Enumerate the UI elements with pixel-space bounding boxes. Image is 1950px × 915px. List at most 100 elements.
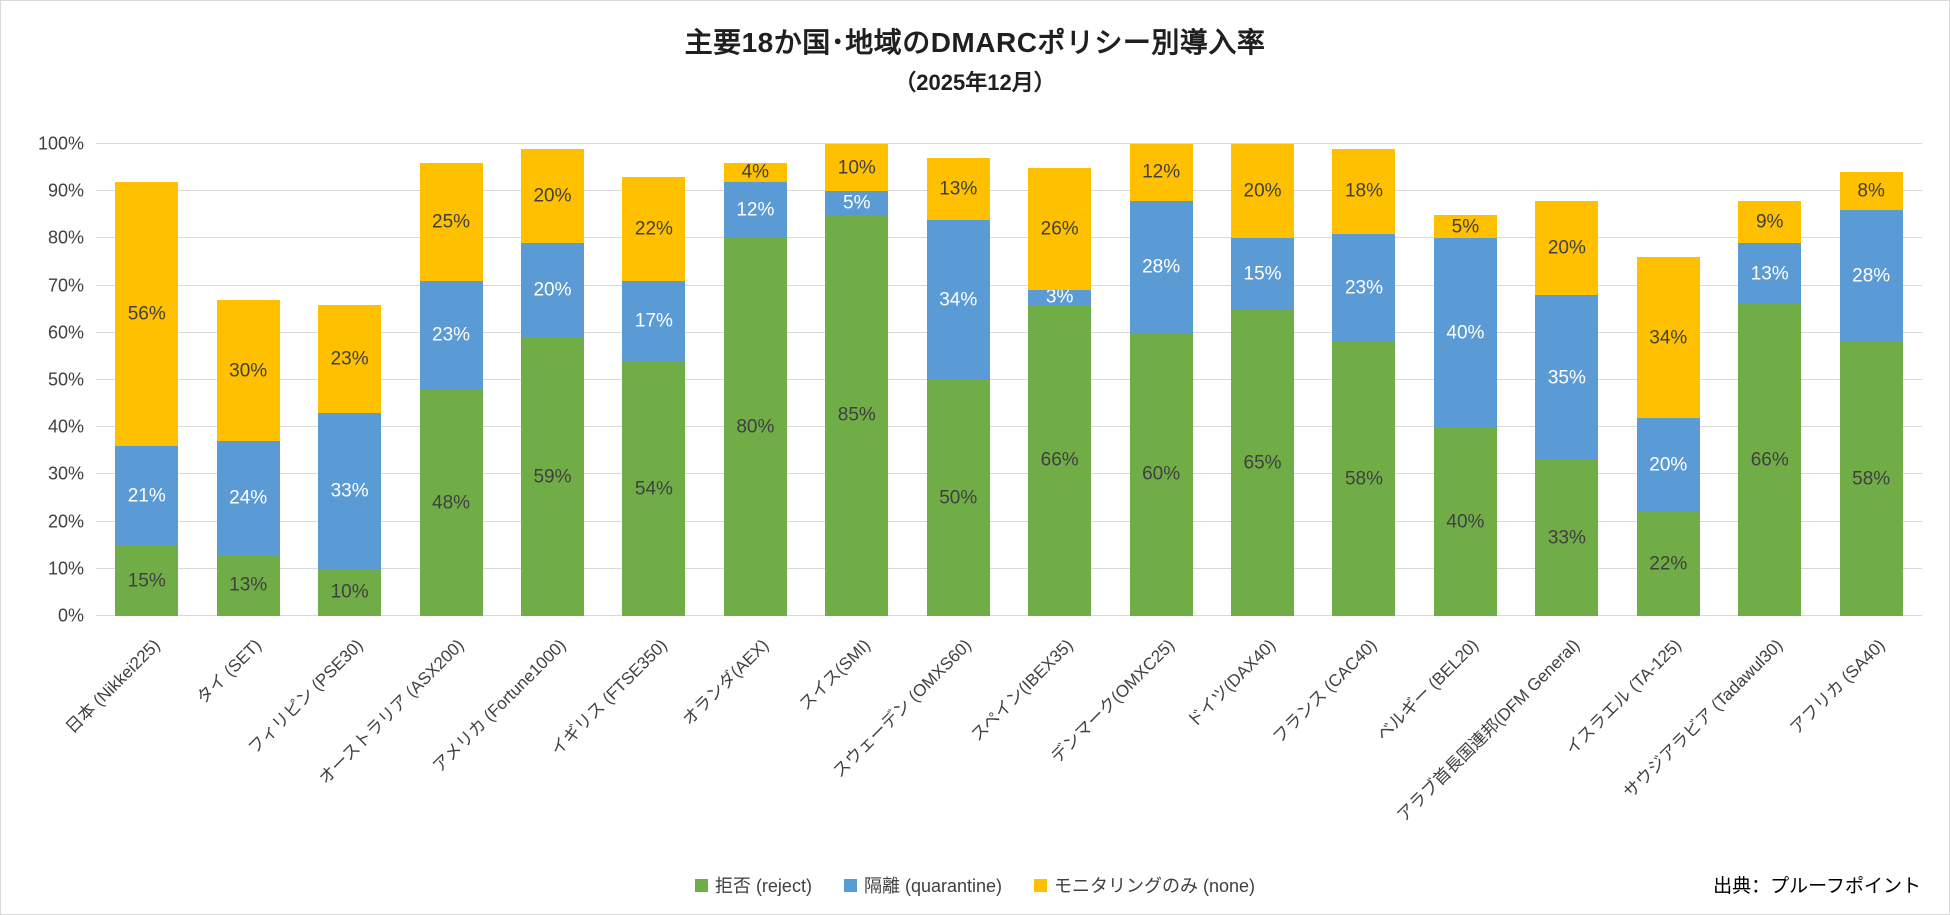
bar-column: 15% 21% 56% 日本 (Nikkei225) bbox=[62, 144, 197, 737]
stacked-bar: 59% 20% 20% bbox=[520, 148, 584, 616]
stacked-bar: 10% 33% 23% bbox=[318, 304, 382, 616]
y-axis-tick-label: 60% bbox=[47, 322, 84, 343]
bar-segment: 25% bbox=[419, 162, 483, 281]
bar-segment: 26% bbox=[1028, 167, 1092, 291]
bar-segment: 23% bbox=[1332, 233, 1396, 343]
bar-segment: 20% bbox=[1636, 417, 1700, 513]
gridline bbox=[96, 567, 1922, 569]
chart-title: 主要18か国･地域のDMARCポリシー別導入率 bbox=[684, 27, 1266, 58]
bar-value-label: 13% bbox=[1750, 263, 1789, 285]
bar-value-label: 22% bbox=[634, 218, 673, 240]
bar-segment: 56% bbox=[115, 181, 179, 447]
x-axis-category-label: 日本 (Nikkei225) bbox=[62, 635, 164, 738]
y-axis-tick-label: 10% bbox=[47, 558, 84, 579]
bar-segment: 22% bbox=[622, 177, 686, 281]
bar-value-label: 58% bbox=[1852, 468, 1891, 490]
bar-value-label: 20% bbox=[533, 279, 572, 301]
gridline bbox=[96, 284, 1922, 286]
bar-column: 80% 12% 4% オランダ(AEX) bbox=[679, 144, 806, 729]
bar-segment: 12% bbox=[723, 181, 787, 239]
x-axis-category-label: ドイツ(DAX40) bbox=[1183, 635, 1280, 732]
bar-segment: 13% bbox=[216, 554, 280, 616]
bar-segment: 54% bbox=[622, 361, 686, 616]
stacked-bar: 58% 28% 8% bbox=[1839, 172, 1903, 616]
bar-value-label: 5% bbox=[1451, 216, 1480, 238]
stacked-bar: 58% 23% 18% bbox=[1332, 148, 1396, 616]
bar-segment: 20% bbox=[520, 243, 584, 338]
bar-value-label: 12% bbox=[1142, 161, 1181, 183]
gridline bbox=[96, 615, 1922, 616]
bar-column: 50% 34% 13% スウェーデン (OMXS60) bbox=[830, 144, 1009, 781]
bar-column: 58% 23% 18% フランス (CAC40) bbox=[1270, 144, 1414, 747]
stacked-bar: 40% 40% 5% bbox=[1433, 214, 1497, 616]
bar-value-label: 33% bbox=[1547, 527, 1586, 549]
legend-item: 隔離 (quarantine) bbox=[843, 872, 1003, 898]
x-axis-category-label: フランス (CAC40) bbox=[1269, 635, 1381, 747]
gridline bbox=[96, 190, 1922, 192]
legend: 拒否 (reject) 隔離 (quarantine) モニタリングのみ (none… bbox=[1, 872, 1949, 898]
y-axis-tick-label: 70% bbox=[47, 275, 84, 296]
bar-value-label: 58% bbox=[1344, 468, 1383, 490]
legend-label: モニタリングのみ (none) bbox=[1054, 876, 1256, 896]
bar-value-label: 33% bbox=[330, 480, 369, 502]
stacked-bar: 50% 34% 13% bbox=[926, 158, 990, 616]
bar-value-label: 54% bbox=[634, 478, 673, 500]
bar-value-label: 18% bbox=[1344, 180, 1383, 202]
bar-segment: 15% bbox=[115, 545, 179, 616]
bar-value-label: 40% bbox=[1446, 511, 1485, 533]
bar-segment: 34% bbox=[1636, 257, 1700, 418]
bar-value-label: 59% bbox=[533, 466, 572, 488]
bar-segment: 9% bbox=[1738, 200, 1802, 244]
bar-value-label: 30% bbox=[229, 360, 268, 382]
bar-segment: 48% bbox=[419, 389, 483, 616]
bar-segment: 3% bbox=[1028, 288, 1092, 307]
bar-value-label: 10% bbox=[837, 157, 876, 179]
bar-segment: 59% bbox=[520, 337, 584, 616]
bar-value-label: 48% bbox=[432, 492, 471, 514]
bar-value-label: 12% bbox=[736, 199, 775, 221]
x-axis-category-label: オランダ(AEX) bbox=[678, 635, 773, 730]
bar-segment: 40% bbox=[1433, 238, 1497, 428]
legend-label: 拒否 (reject) bbox=[714, 876, 812, 896]
bar-segment: 23% bbox=[419, 280, 483, 390]
x-axis-category-label: アフリカ (SA40) bbox=[1785, 635, 1889, 738]
bars-layer: 15% 21% 56% 日本 (Nikkei225) 13% 24% 30% タイ (SET)… bbox=[62, 144, 1922, 825]
bar-value-label: 21% bbox=[127, 485, 166, 507]
bar-value-label: 25% bbox=[432, 211, 471, 233]
x-axis-category-label: スペイン(IBEX35) bbox=[967, 635, 1077, 745]
bar-value-label: 23% bbox=[330, 348, 369, 370]
bar-value-label: 20% bbox=[1547, 237, 1586, 259]
gridline bbox=[96, 520, 1922, 522]
bar-segment: 58% bbox=[1332, 342, 1396, 616]
bar-value-label: 40% bbox=[1446, 322, 1485, 344]
stacked-bar: 60% 28% 12% bbox=[1129, 144, 1193, 616]
legend-label: 隔離 (quarantine) bbox=[863, 876, 1003, 896]
bar-value-label: 66% bbox=[1040, 449, 1079, 471]
bar-value-label: 5% bbox=[843, 192, 871, 214]
bar-value-label: 56% bbox=[127, 303, 166, 325]
bar-value-label: 10% bbox=[330, 581, 369, 603]
bar-column: 40% 40% 5% ベルギー (BEL20) bbox=[1373, 144, 1516, 744]
bar-value-label: 24% bbox=[229, 487, 268, 509]
bar-value-label: 26% bbox=[1040, 218, 1079, 240]
bar-segment: 85% bbox=[825, 214, 889, 616]
stacked-bar: 15% 21% 56% bbox=[115, 181, 179, 616]
bar-segment: 5% bbox=[825, 191, 889, 215]
bar-column: 13% 24% 30% タイ (SET) bbox=[193, 144, 298, 708]
bar-column: 66% 13% 9% サウジアラビア (Tadawul30) bbox=[1620, 144, 1820, 802]
bar-value-label: 17% bbox=[634, 310, 673, 332]
gridline bbox=[96, 473, 1922, 475]
bar-column: 48% 23% 25% オーストラリア (ASX200) bbox=[316, 144, 501, 788]
bar-segment: 22% bbox=[1636, 512, 1700, 616]
bar-value-label: 3% bbox=[1045, 286, 1074, 308]
bar-value-label: 60% bbox=[1142, 463, 1181, 485]
bar-column: 85% 5% 10% スイス(SMI) bbox=[795, 144, 907, 714]
gridline bbox=[96, 331, 1922, 333]
stacked-bar: 54% 17% 22% bbox=[622, 177, 686, 616]
bar-segment: 28% bbox=[1129, 200, 1193, 333]
bar-column: 58% 28% 8% アフリカ (SA40) bbox=[1786, 144, 1921, 738]
bar-segment: 20% bbox=[520, 148, 584, 244]
y-axis-tick-label: 100% bbox=[37, 133, 84, 154]
bar-column: 66% 3% 26% スペイン(IBEX35) bbox=[967, 144, 1110, 745]
bar-value-label: 66% bbox=[1750, 449, 1789, 471]
